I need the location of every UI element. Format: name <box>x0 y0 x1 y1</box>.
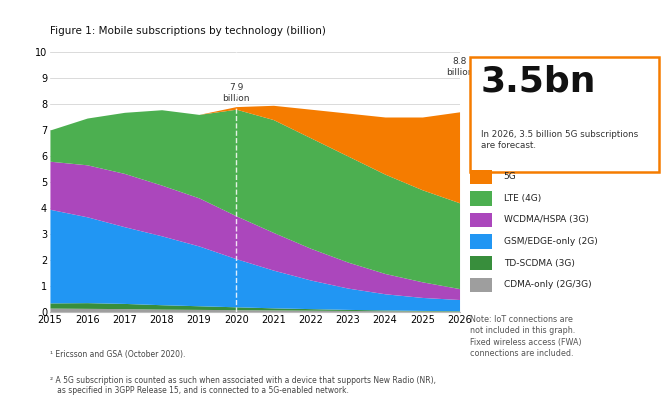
Bar <box>470 170 492 184</box>
Text: CDMA-only (2G/3G): CDMA-only (2G/3G) <box>503 280 591 289</box>
Bar <box>470 213 492 227</box>
Text: 3.5bn: 3.5bn <box>481 65 597 99</box>
Bar <box>470 278 492 292</box>
Text: Note: IoT connections are
not included in this graph.
Fixed wireless access (FWA: Note: IoT connections are not included i… <box>470 314 581 358</box>
Bar <box>470 234 492 249</box>
Text: ² A 5G subscription is counted as such when associated with a device that suppor: ² A 5G subscription is counted as such w… <box>50 376 436 395</box>
Text: 7.9
billion: 7.9 billion <box>222 82 250 103</box>
Text: WCDMA/HSPA (3G): WCDMA/HSPA (3G) <box>503 216 589 224</box>
Text: 8.8
billion: 8.8 billion <box>446 56 474 77</box>
Text: GSM/EDGE-only (2G): GSM/EDGE-only (2G) <box>503 237 597 246</box>
Text: Figure 1: Mobile subscriptions by technology (billion): Figure 1: Mobile subscriptions by techno… <box>50 26 326 36</box>
Bar <box>470 256 492 270</box>
Bar <box>470 191 492 206</box>
FancyBboxPatch shape <box>470 57 659 172</box>
Text: ¹ Ericsson and GSA (October 2020).: ¹ Ericsson and GSA (October 2020). <box>50 350 185 359</box>
Text: LTE (4G): LTE (4G) <box>503 194 541 203</box>
Text: In 2026, 3.5 billion 5G subscriptions
are forecast.: In 2026, 3.5 billion 5G subscriptions ar… <box>481 130 638 150</box>
Text: 5G: 5G <box>503 172 516 181</box>
Text: TD-SCDMA (3G): TD-SCDMA (3G) <box>503 259 575 268</box>
